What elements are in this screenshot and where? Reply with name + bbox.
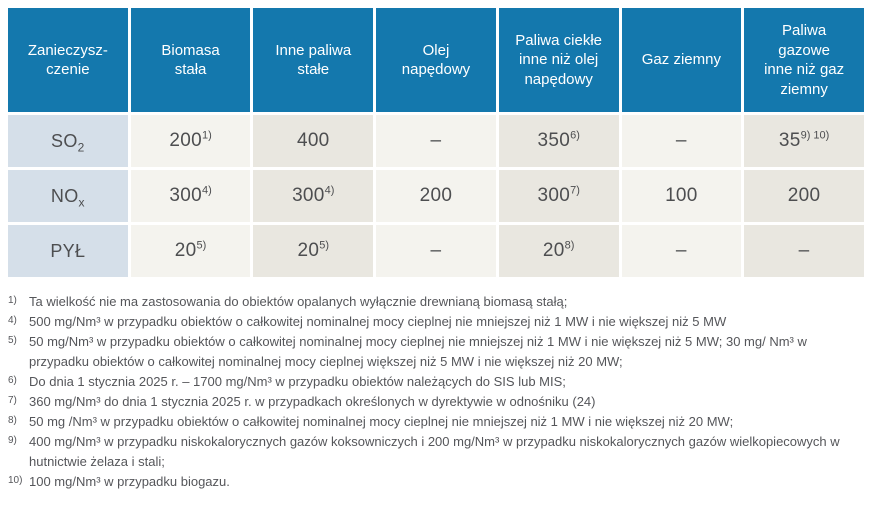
value-cell: 208): [498, 225, 619, 277]
footnote-marker: 1): [8, 295, 17, 306]
footnote-marker: 9): [8, 435, 17, 446]
footnote-4: 4) 500 mg/Nm³ w przypadku obiektów o całk…: [8, 312, 864, 332]
footnote-text: 360 mg/Nm³ do dnia 1 stycznia 2025 r. w …: [29, 394, 596, 409]
footnote-6: 6) Do dnia 1 stycznia 2025 r. – 1700 mg/N…: [8, 372, 864, 392]
footnote-text: 400 mg/Nm³ w przypadku niskokalorycznych…: [29, 434, 840, 469]
value-cell: 3506): [498, 115, 619, 167]
value-cell: 100: [621, 170, 742, 222]
value-cell: 3004): [130, 170, 251, 222]
value-cell: –: [621, 115, 742, 167]
footnote-text: 50 mg/Nm³ w przypadku obiektów o całkowi…: [29, 334, 807, 369]
column-header-other-gaseous-fuels: Paliwa gazowe inne niż gaz ziemny: [744, 8, 864, 112]
emission-limits-table: Zanieczysz- czenie Biomasa stała Inne pa…: [5, 5, 867, 280]
value-cell: –: [376, 115, 496, 167]
footnote-text: 500 mg/Nm³ w przypadku obiektów o całkow…: [29, 314, 727, 329]
footnote-10: 10) 100 mg/Nm³ w przypadku biogazu.: [8, 472, 864, 492]
value-cell: –: [621, 225, 742, 277]
value-cell: –: [744, 225, 864, 277]
value-cell: 205): [130, 225, 251, 277]
column-header-natural-gas: Gaz ziemny: [621, 8, 742, 112]
value-cell: 3007): [498, 170, 619, 222]
footnote-marker: 4): [8, 315, 17, 326]
row-label-nox: NOx: [8, 170, 128, 222]
column-header-other-liquid-fuels: Paliwa ciekłe inne niż olej napędowy: [498, 8, 619, 112]
footnote-5: 5) 50 mg/Nm³ w przypadku obiektów o całko…: [8, 332, 864, 372]
value-cell: 359) 10): [744, 115, 864, 167]
header-row: Zanieczysz- czenie Biomasa stała Inne pa…: [8, 8, 864, 112]
value-cell: 3004): [253, 170, 374, 222]
value-cell: 200: [744, 170, 864, 222]
column-header-pollutant: Zanieczysz- czenie: [8, 8, 128, 112]
footnote-marker: 10): [8, 475, 23, 486]
footnotes-section: 1) Ta wielkość nie ma zastosowania do obi…: [8, 292, 864, 492]
table-row-nox: NOx 3004) 3004) 200 3007) 100 200: [8, 170, 864, 222]
footnote-text: 100 mg/Nm³ w przypadku biogazu.: [29, 474, 230, 489]
column-header-diesel-oil: Olej napędowy: [376, 8, 496, 112]
footnote-text: Ta wielkość nie ma zastosowania do obiek…: [29, 294, 568, 309]
value-cell: 200: [376, 170, 496, 222]
footnote-8: 8) 50 mg /Nm³ w przypadku obiektów o całk…: [8, 412, 864, 432]
footnote-text: 50 mg /Nm³ w przypadku obiektów o całkow…: [29, 414, 734, 429]
column-header-solid-biomass: Biomasa stała: [130, 8, 251, 112]
footnote-text: Do dnia 1 stycznia 2025 r. – 1700 mg/Nm³…: [29, 374, 566, 389]
value-cell: 205): [253, 225, 374, 277]
footnote-marker: 6): [8, 375, 17, 386]
footnote-marker: 8): [8, 415, 17, 426]
row-label-dust: PYŁ: [8, 225, 128, 277]
footnote-1: 1) Ta wielkość nie ma zastosowania do obi…: [8, 292, 864, 312]
footnote-7: 7) 360 mg/Nm³ do dnia 1 stycznia 2025 r. …: [8, 392, 864, 412]
row-label-so2: SO2: [8, 115, 128, 167]
value-cell: –: [376, 225, 496, 277]
footnote-9: 9) 400 mg/Nm³ w przypadku niskokaloryczny…: [8, 432, 864, 472]
value-cell: 2001): [130, 115, 251, 167]
value-cell: 400: [253, 115, 374, 167]
table-row-so2: SO2 2001) 400 – 3506) – 359) 10): [8, 115, 864, 167]
footnote-marker: 7): [8, 395, 17, 406]
footnote-marker: 5): [8, 335, 17, 346]
column-header-other-solid-fuels: Inne paliwa stałe: [253, 8, 374, 112]
table-row-dust: PYŁ 205) 205) – 208) – –: [8, 225, 864, 277]
